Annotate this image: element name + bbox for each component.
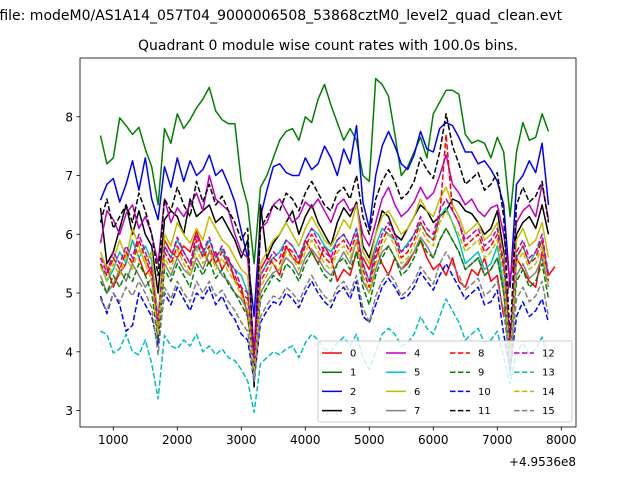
y-tick-label: 7 (65, 169, 73, 183)
series-layer (99, 77, 556, 414)
series-line-6 (99, 186, 550, 377)
x-tick-label: 2000 (162, 433, 193, 447)
series-line-8 (99, 133, 550, 359)
series-line-4 (99, 154, 550, 353)
y-tick-label: 5 (65, 287, 73, 301)
x-tick-label: 8000 (546, 433, 577, 447)
legend-label-4: 4 (414, 349, 420, 360)
legend-label-15: 15 (542, 406, 555, 417)
legend-label-0: 0 (350, 349, 356, 360)
legend-label-8: 8 (478, 349, 484, 360)
legend-label-6: 6 (414, 387, 420, 398)
legend-label-12: 12 (542, 349, 555, 360)
legend-label-9: 9 (478, 368, 484, 379)
y-tick-label: 6 (65, 228, 73, 242)
legend-label-10: 10 (478, 387, 491, 398)
x-tick-label: 7000 (482, 433, 513, 447)
series-line-0 (99, 230, 556, 365)
x-tick-label: 1000 (98, 433, 129, 447)
x-axis: 1000 2000 3000 4000 5000 6000 7000 8000 (98, 427, 577, 447)
y-tick-label: 4 (65, 345, 73, 359)
y-tick-label: 8 (65, 110, 73, 124)
y-axis: 3 4 5 6 7 8 (65, 110, 80, 418)
legend-box (317, 340, 573, 423)
chart-title: Quadrant 0 module wise count rates with … (138, 38, 518, 54)
x-tick-label: 5000 (354, 433, 385, 447)
series-line-1 (99, 77, 550, 265)
series-line-11 (99, 113, 550, 377)
plot-frame (79, 57, 577, 428)
x-tick-label: 3000 (226, 433, 257, 447)
figure-suptitle: n file: modeM0/AS1A14_057T04_9000006508_… (0, 8, 563, 24)
series-line-2 (99, 121, 550, 318)
legend-label-13: 13 (542, 368, 555, 379)
legend-label-1: 1 (350, 368, 356, 379)
x-axis-offset-label: +4.9536e8 (509, 455, 576, 469)
legend-label-2: 2 (350, 387, 356, 398)
legend-label-7: 7 (414, 406, 420, 417)
series-line-15 (99, 251, 550, 382)
y-tick-label: 3 (65, 404, 73, 418)
x-tick-label: 6000 (418, 433, 449, 447)
x-tick-label: 4000 (290, 433, 321, 447)
legend-label-3: 3 (350, 406, 356, 417)
legend-label-11: 11 (478, 406, 491, 417)
series-line-7 (99, 227, 550, 371)
legend-label-14: 14 (542, 387, 555, 398)
series-line-9 (99, 227, 550, 371)
series-line-12 (99, 198, 550, 365)
series-line-3 (99, 198, 550, 388)
legend-label-5: 5 (414, 368, 420, 379)
series-line-10 (99, 262, 550, 382)
plot-area (79, 57, 577, 428)
series-line-14 (99, 210, 550, 377)
